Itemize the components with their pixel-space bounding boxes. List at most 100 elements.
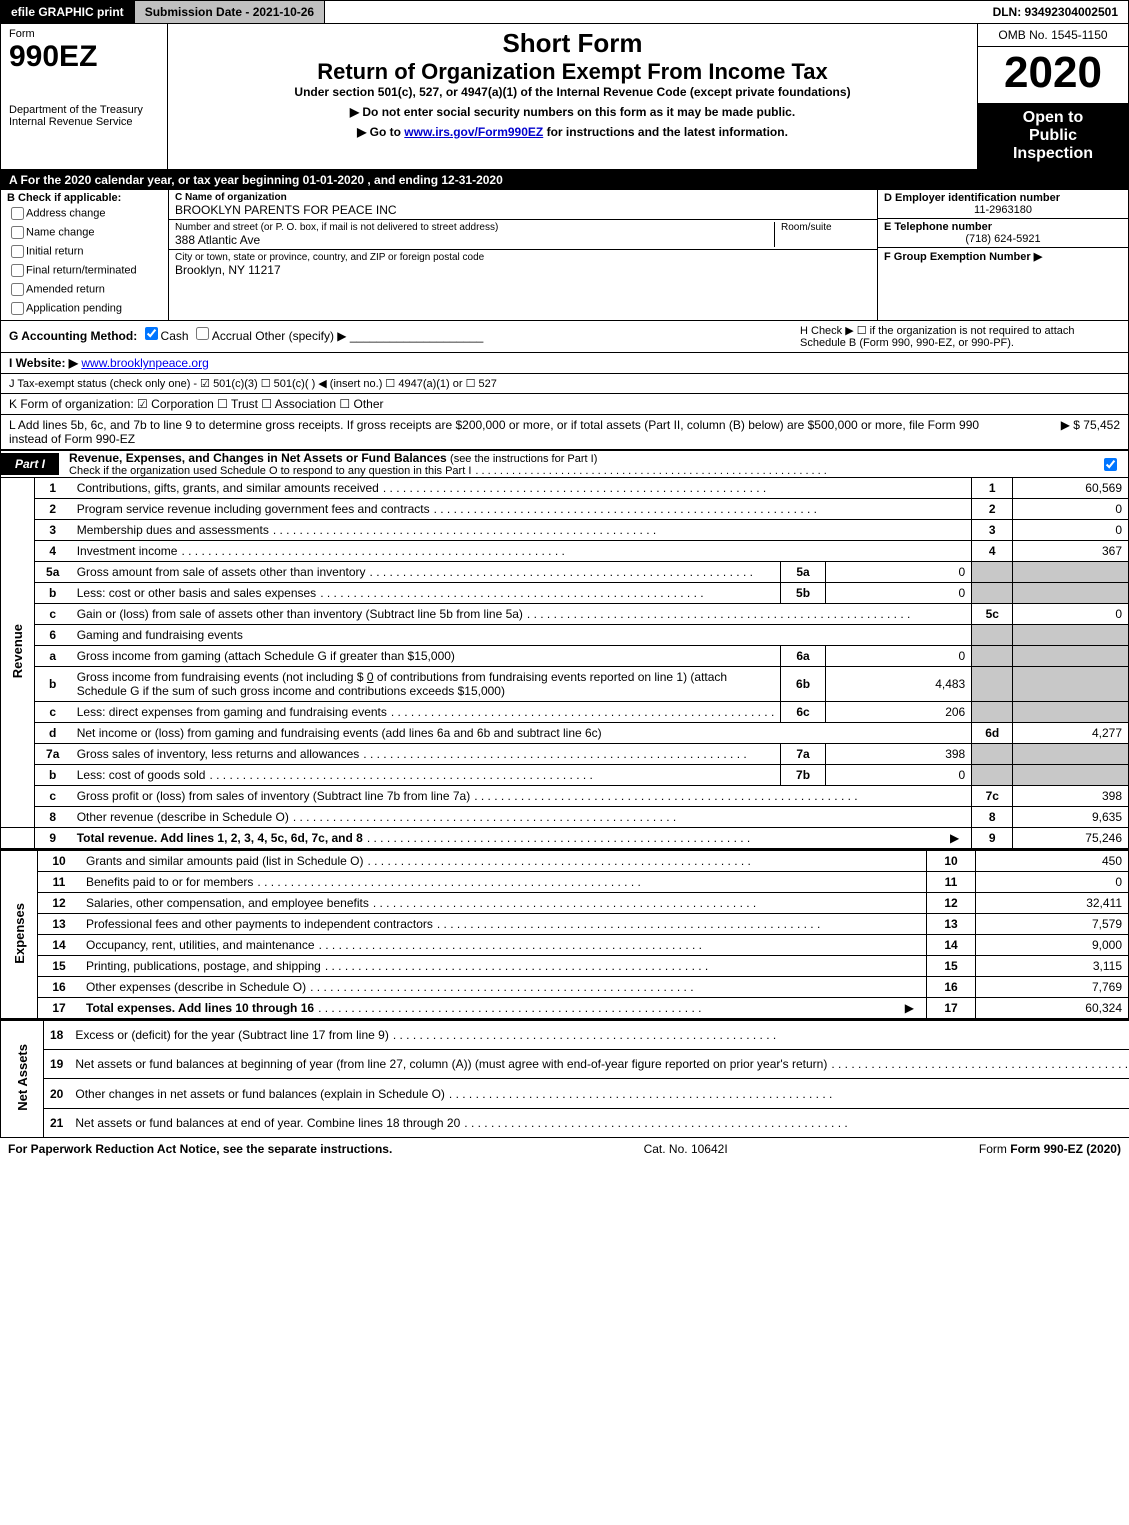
line-6b-shaded [972,667,1013,702]
chk-final-return[interactable]: Final return/terminated [7,261,162,280]
org-name-label: C Name of organization [175,192,871,203]
line-11-num: 11 [38,872,81,893]
city-row: City or town, state or province, country… [169,250,877,279]
line-16-amt: 7,769 [976,977,1129,998]
line-18: Net Assets 18 Excess or (deficit) for th… [1,1020,1129,1050]
line-6b-shaded2 [1013,667,1129,702]
line-21-desc: Net assets or fund balances at end of ye… [75,1116,464,1130]
line-5c-amt: 0 [1013,604,1129,625]
line-2-num: 2 [34,499,70,520]
line-3-box: 3 [972,520,1013,541]
line-1-box: 1 [972,478,1013,499]
line-6a-subamt: 0 [825,646,971,667]
line-6c-num: c [34,702,70,723]
grp-row: F Group Exemption Number ▶ [878,247,1128,320]
tel-label: E Telephone number [884,221,1122,233]
line-13-desc: Professional fees and other payments to … [86,917,437,931]
line-10-amt: 450 [976,850,1129,872]
chk-application-pending[interactable]: Application pending [7,299,162,318]
line-15-num: 15 [38,956,81,977]
line-7b-subamt: 0 [825,765,971,786]
line-7b-shaded [972,765,1013,786]
part1-check-note: Check if the organization used Schedule … [69,465,1100,477]
line-6-num: 6 [34,625,70,646]
tax-year: 2020 [978,47,1128,103]
chk-name-change[interactable]: Name change [7,223,162,242]
chk-accrual[interactable] [196,327,209,340]
addr-label: Number and street (or P. O. box, if mail… [175,222,774,233]
open-3: Inspection [982,145,1124,163]
line-18-num: 18 [44,1020,70,1050]
line-12-num: 12 [38,893,81,914]
line-17-desc: Total expenses. Add lines 10 through 16 [86,1001,314,1015]
line-6b-desc1: Gross income from fundraising events (no… [77,670,364,684]
line-5c-box: 5c [972,604,1013,625]
row-g: G Accounting Method: Cash Accrual Other … [9,324,800,349]
row-k: K Form of organization: ☑ Corporation ☐ … [0,394,1129,415]
website-link[interactable]: www.brooklynpeace.org [81,356,208,370]
line-5a-shaded2 [1013,562,1129,583]
chk-application-pending-label: Application pending [26,302,122,314]
line-6d-amt: 4,277 [1013,723,1129,744]
chk-address-change[interactable]: Address change [7,204,162,223]
line-5a-subamt: 0 [825,562,971,583]
room-label: Room/suite [774,222,871,247]
line-6c-shaded2 [1013,702,1129,723]
line-5c: c Gain or (loss) from sale of assets oth… [1,604,1129,625]
line-10-desc: Grants and similar amounts paid (list in… [86,854,367,868]
dln-label: DLN: 93492304002501 [983,1,1128,23]
line-11-box: 11 [927,872,976,893]
line-7b-shaded2 [1013,765,1129,786]
line-1-amt: 60,569 [1013,478,1129,499]
instr2-prefix: ▶ Go to [357,125,404,139]
line-16-desc: Other expenses (describe in Schedule O) [86,980,310,994]
box-c: C Name of organization BROOKLYN PARENTS … [169,190,877,320]
line-5c-num: c [34,604,70,625]
revenue-sidebar-label: Revenue [10,604,25,698]
line-9-vtab [1,828,35,849]
line-14-num: 14 [38,935,81,956]
efile-label[interactable]: efile GRAPHIC print [1,1,135,23]
line-11-desc: Benefits paid to or for members [86,875,257,889]
chk-amended-return[interactable]: Amended return [7,280,162,299]
line-4-desc: Investment income [77,544,182,558]
irs-link[interactable]: www.irs.gov/Form990EZ [404,125,543,139]
line-5b-shaded2 [1013,583,1129,604]
line-8: 8 Other revenue (describe in Schedule O)… [1,807,1129,828]
line-6b-num: b [34,667,70,702]
footer-center: Cat. No. 10642I [644,1142,728,1156]
line-2-box: 2 [972,499,1013,520]
part1-schedule-o-check[interactable] [1100,455,1128,474]
addr-value: 388 Atlantic Ave [175,233,774,247]
netassets-sidebar-label: Net Assets [15,1024,30,1131]
line-6b: b Gross income from fundraising events (… [1,667,1129,702]
line-5b-shaded [972,583,1013,604]
line-1-num: 1 [34,478,70,499]
line-13-amt: 7,579 [976,914,1129,935]
g-label: G Accounting Method: [9,329,137,343]
line-15-amt: 3,115 [976,956,1129,977]
line-19: 19 Net assets or fund balances at beginn… [1,1050,1129,1079]
line-6d: d Net income or (loss) from gaming and f… [1,723,1129,744]
line-14-desc: Occupancy, rent, utilities, and maintena… [86,938,319,952]
chk-address-change-label: Address change [26,207,106,219]
line-6d-desc: Net income or (loss) from gaming and fun… [77,726,606,740]
line-13: 13 Professional fees and other payments … [1,914,1129,935]
line-18-desc: Excess or (deficit) for the year (Subtra… [75,1028,392,1042]
line-5c-desc: Gain or (loss) from sale of assets other… [77,607,527,621]
line-6a-subbox: 6a [781,646,826,667]
title-return: Return of Organization Exempt From Incom… [176,59,969,85]
line-6b-desc: Gross income from fundraising events (no… [71,667,781,702]
line-1-desc: Contributions, gifts, grants, and simila… [77,481,383,495]
line-8-desc: Other revenue (describe in Schedule O) [77,810,293,824]
line-2-desc: Program service revenue including govern… [77,502,434,516]
line-6a: a Gross income from gaming (attach Sched… [1,646,1129,667]
line-7a-desc: Gross sales of inventory, less returns a… [77,747,364,761]
line-13-num: 13 [38,914,81,935]
line-2-amt: 0 [1013,499,1129,520]
line-12-box: 12 [927,893,976,914]
chk-cash[interactable] [145,327,158,340]
line-6: 6 Gaming and fundraising events [1,625,1129,646]
org-name-row: C Name of organization BROOKLYN PARENTS … [169,190,877,220]
chk-initial-return[interactable]: Initial return [7,242,162,261]
